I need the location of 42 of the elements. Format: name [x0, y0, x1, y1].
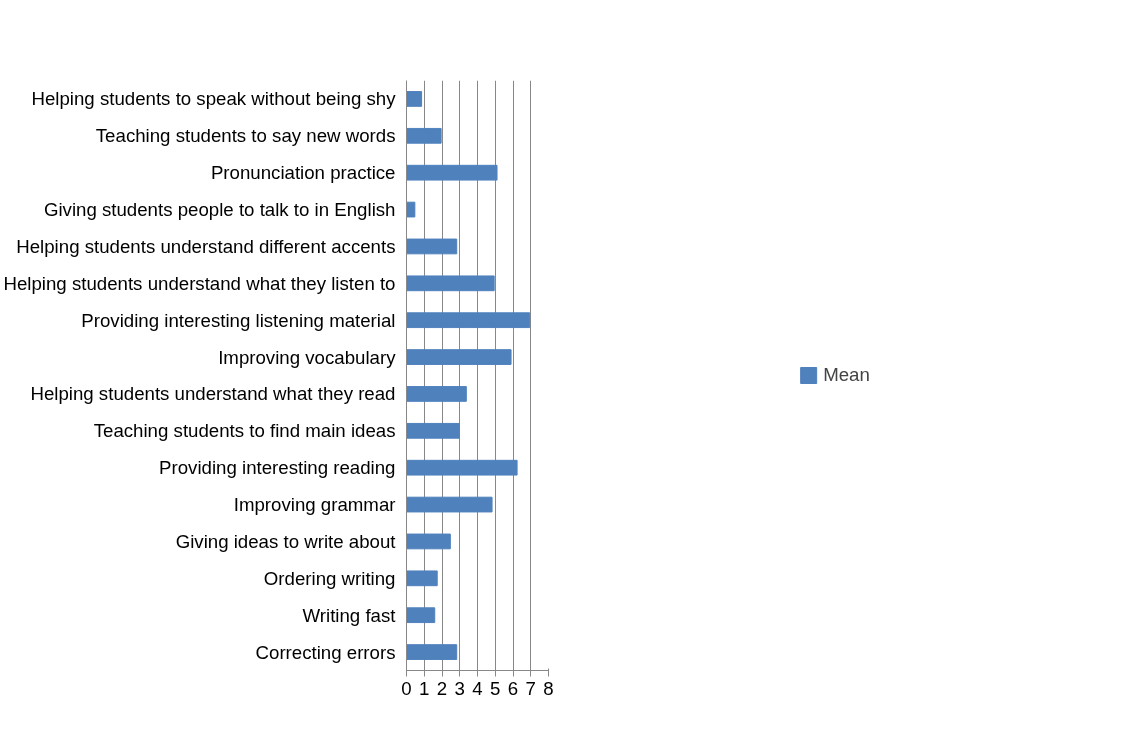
- bar: [406, 644, 458, 660]
- y-tick-label: Helping students understand different accents: [16, 235, 396, 257]
- y-tick-label: Giving ideas to write about: [175, 530, 397, 552]
- y-tick-label: Helping students understand what they listen to: [3, 272, 396, 294]
- bar: [406, 570, 438, 587]
- y-tick-label: Providing interesting reading: [159, 457, 396, 479]
- bar: [406, 275, 495, 292]
- y-tick-label: Helping students understand what they read: [30, 383, 396, 405]
- bar: [406, 127, 442, 144]
- x-tick-label: 7: [525, 677, 536, 699]
- y-tick-label: Writing fast: [302, 604, 397, 626]
- x-tick-label: 4: [472, 677, 483, 699]
- bar: [406, 238, 458, 255]
- legend-label: Mean: [823, 364, 870, 386]
- y-tick-label: Teaching students to find main ideas: [93, 420, 396, 442]
- y-tick-label: Pronunciation practice: [210, 162, 396, 184]
- y-tick-label: Ordering writing: [263, 567, 396, 589]
- bar: [406, 201, 416, 218]
- bar: [406, 386, 467, 402]
- y-tick-label: Helping students to speak without being shy: [31, 88, 397, 110]
- bar: [406, 164, 498, 181]
- x-tick-label: 6: [507, 677, 519, 699]
- bar: [406, 496, 493, 513]
- x-tick-label: 5: [490, 677, 501, 699]
- bar: [406, 349, 512, 365]
- y-tick-label: Improving vocabulary: [218, 346, 397, 368]
- bar: [406, 91, 423, 107]
- bar: [406, 312, 531, 329]
- x-tick-label: 2: [436, 677, 448, 699]
- x-tick-label: 1: [419, 677, 430, 699]
- y-tick-label: Correcting errors: [255, 641, 396, 663]
- bar: [406, 533, 451, 550]
- y-tick-label: Teaching students to say new words: [95, 125, 396, 147]
- y-tick-label: Providing interesting listening material: [81, 309, 396, 331]
- x-tick-label: 3: [454, 677, 465, 699]
- bar: [406, 422, 460, 439]
- x-tick-label: 0: [401, 677, 412, 699]
- y-tick-label: Giving students people to talk to in English: [43, 199, 396, 221]
- bar: [406, 607, 436, 624]
- x-tick-label: 8: [543, 677, 554, 699]
- bar: [406, 459, 518, 476]
- y-tick-label: Improving grammar: [233, 494, 396, 516]
